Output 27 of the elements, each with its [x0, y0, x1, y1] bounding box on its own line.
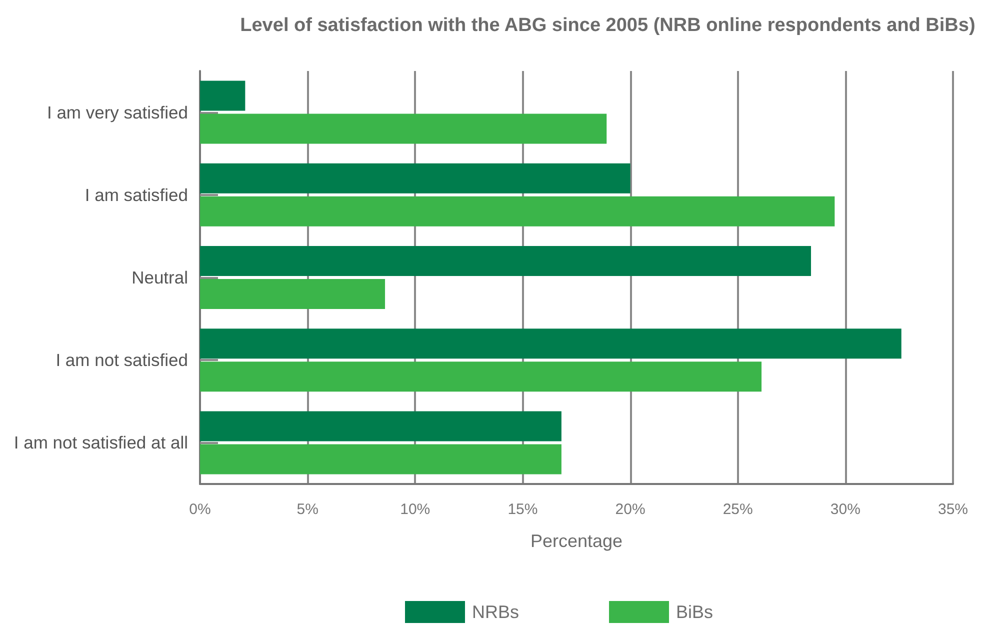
bar	[200, 196, 835, 226]
bar	[200, 328, 902, 359]
y-tick-label: I am not satisfied at all	[14, 432, 188, 453]
x-tick-label: 0%	[189, 501, 211, 518]
y-tick-label: I am not satisfied	[56, 350, 188, 370]
legend-label: NRBs	[472, 602, 520, 622]
x-tick-label: 5%	[296, 501, 318, 518]
y-tick-label: I am satisfied	[84, 184, 188, 205]
bar	[200, 411, 562, 442]
legend-label: BiBs	[676, 602, 714, 622]
x-tick-label: 20%	[615, 501, 646, 518]
y-tick-label: I am very satisfied	[46, 102, 188, 122]
bar	[200, 279, 386, 309]
y-tick-label: Neutral	[132, 268, 188, 288]
bar	[200, 163, 630, 194]
x-axis-title: Percentage	[530, 531, 623, 551]
bar	[200, 114, 607, 144]
chart-title: Level of satisfaction with the ABG since 2005 (NRB online respondents and BiBs)	[240, 15, 976, 36]
bar	[200, 362, 762, 392]
x-tick-label: 30%	[830, 501, 860, 518]
x-tick-label: 35%	[938, 501, 968, 518]
bar	[200, 444, 562, 474]
x-tick-label: 15%	[508, 501, 538, 518]
x-tick-label: 10%	[400, 501, 430, 518]
bar	[200, 246, 812, 276]
bar	[200, 80, 246, 111]
x-tick-label: 25%	[722, 501, 753, 518]
